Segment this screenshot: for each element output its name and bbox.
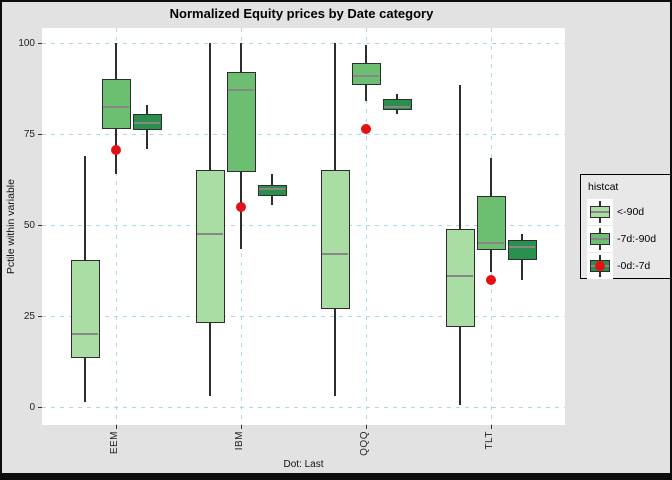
legend-label: -7d:-90d bbox=[617, 233, 657, 245]
x-tick-mark bbox=[241, 425, 242, 429]
y-tick-mark bbox=[38, 407, 42, 408]
y-tick-label: 100 bbox=[18, 38, 35, 49]
whisker-high-IBM-s1 bbox=[240, 43, 242, 72]
y-tick-mark bbox=[38, 316, 42, 317]
box-QQQ-s2 bbox=[383, 99, 412, 110]
median-EEM-s0 bbox=[72, 333, 98, 335]
whisker-high-QQQ-s1 bbox=[365, 45, 367, 63]
box-EEM-s1 bbox=[102, 79, 131, 129]
key-red-dot-icon bbox=[595, 261, 605, 271]
legend-row-0d-7d: -0d:-7d bbox=[587, 253, 650, 279]
box-IBM-s2 bbox=[258, 185, 287, 196]
box-IBM-s1 bbox=[227, 72, 256, 172]
gridline-y-25 bbox=[42, 316, 565, 317]
x-tick-mark bbox=[366, 425, 367, 429]
median-TLT-s1 bbox=[478, 242, 504, 244]
whisker-high-EEM-s0 bbox=[84, 156, 86, 260]
y-tick-mark bbox=[38, 43, 42, 44]
x-tick-mark bbox=[116, 425, 117, 429]
y-tick-label: 50 bbox=[23, 220, 35, 231]
legend-key-boxplot-icon bbox=[587, 199, 613, 225]
median-IBM-s0 bbox=[197, 233, 223, 235]
median-IBM-s2 bbox=[259, 188, 285, 190]
x-tick-label-IBM: IBM bbox=[234, 431, 245, 451]
legend-key-boxplot-icon bbox=[587, 253, 613, 279]
gridline-y-75 bbox=[42, 134, 565, 135]
median-EEM-s2 bbox=[134, 122, 160, 124]
whisker-high-EEM-s1 bbox=[115, 43, 117, 79]
legend-title: histcat bbox=[588, 181, 619, 193]
last-dot-EEM bbox=[111, 145, 121, 155]
whisker-high-TLT-s1 bbox=[490, 158, 492, 196]
box-TLT-s1 bbox=[477, 196, 506, 250]
whisker-low-QQQ-s2 bbox=[396, 110, 398, 114]
median-QQQ-s1 bbox=[353, 75, 379, 77]
whisker-low-IBM-s2 bbox=[271, 196, 273, 205]
legend-label: <-90d bbox=[617, 206, 645, 218]
y-tick-label: 75 bbox=[23, 129, 35, 140]
median-EEM-s1 bbox=[103, 106, 129, 108]
key-median-line bbox=[591, 211, 609, 213]
gridline-x-QQQ bbox=[366, 28, 367, 425]
whisker-low-TLT-s0 bbox=[459, 327, 461, 405]
x-tick-mark bbox=[491, 425, 492, 429]
legend-row-lt90d: <-90d bbox=[587, 199, 644, 225]
whisker-low-QQQ-s1 bbox=[365, 85, 367, 101]
legend: histcat <-90d -7d:-90d bbox=[580, 174, 670, 279]
median-TLT-s0 bbox=[447, 275, 473, 277]
box-TLT-s0 bbox=[446, 229, 475, 327]
whisker-high-QQQ-s0 bbox=[334, 43, 336, 170]
median-QQQ-s2 bbox=[384, 106, 410, 108]
y-tick-label: 0 bbox=[29, 402, 35, 413]
last-dot-IBM bbox=[236, 202, 246, 212]
median-IBM-s1 bbox=[228, 89, 254, 91]
legend-row-7d-90d: -7d:-90d bbox=[587, 226, 656, 252]
whisker-low-TLT-s1 bbox=[490, 250, 492, 272]
whisker-low-EEM-s2 bbox=[146, 130, 148, 149]
x-tick-label-EEM: EEM bbox=[109, 431, 120, 455]
gridline-y-0 bbox=[42, 407, 565, 408]
whisker-high-EEM-s2 bbox=[146, 105, 148, 114]
whisker-high-TLT-s2 bbox=[521, 234, 523, 240]
key-median-line bbox=[591, 238, 609, 240]
whisker-low-TLT-s2 bbox=[521, 260, 523, 280]
last-dot-TLT bbox=[486, 275, 496, 285]
chart-title: Normalized Equity prices by Date categor… bbox=[169, 6, 434, 21]
last-dot-QQQ bbox=[361, 124, 371, 134]
box-TLT-s2 bbox=[508, 240, 537, 260]
x-tick-label-QQQ: QQQ bbox=[359, 431, 370, 456]
gridline-x-EEM bbox=[116, 28, 117, 425]
box-IBM-s0 bbox=[196, 170, 225, 323]
whisker-low-IBM-s0 bbox=[209, 323, 211, 396]
whisker-high-TLT-s0 bbox=[459, 85, 461, 229]
gridline-y-100 bbox=[42, 43, 565, 44]
whisker-high-IBM-s2 bbox=[271, 174, 273, 185]
box-QQQ-s0 bbox=[321, 170, 350, 309]
box-QQQ-s1 bbox=[352, 63, 381, 85]
box-EEM-s0 bbox=[71, 260, 100, 358]
chart-layer: 100 75 50 25 0 EEM IBM QQQ TLT bbox=[2, 2, 670, 473]
whisker-low-EEM-s0 bbox=[84, 358, 86, 402]
gridline-y-50 bbox=[42, 225, 565, 226]
whisker-high-IBM-s0 bbox=[209, 43, 211, 170]
legend-label: -0d:-7d bbox=[617, 260, 651, 272]
x-axis-caption: Dot: Last bbox=[283, 459, 324, 470]
median-QQQ-s0 bbox=[322, 253, 348, 255]
x-tick-label-TLT: TLT bbox=[484, 431, 495, 450]
whisker-low-QQQ-s0 bbox=[334, 309, 336, 396]
y-tick-mark bbox=[38, 134, 42, 135]
y-tick-mark bbox=[38, 225, 42, 226]
median-TLT-s2 bbox=[509, 246, 535, 248]
legend-key-boxplot-icon bbox=[587, 226, 613, 252]
whisker-high-QQQ-s2 bbox=[396, 94, 398, 99]
y-tick-label: 25 bbox=[23, 311, 35, 322]
